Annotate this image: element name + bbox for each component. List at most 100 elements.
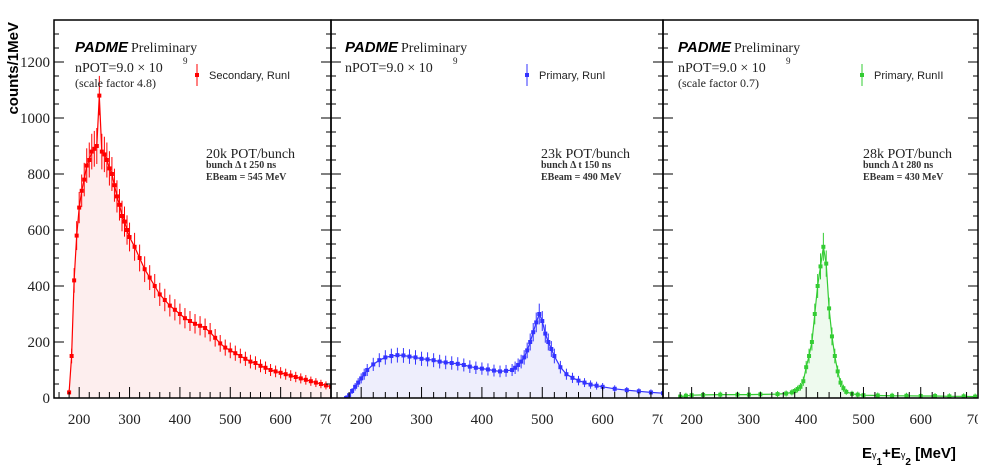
data-point <box>283 372 288 377</box>
data-point <box>558 365 563 370</box>
npot-label: nPOT=9.0 × 10 <box>345 61 433 76</box>
x-tick-label: 500 <box>531 412 554 428</box>
preliminary-label: Preliminary <box>734 41 800 56</box>
data-point <box>636 389 641 394</box>
data-point <box>594 383 599 388</box>
data-point <box>546 340 551 344</box>
data-point <box>293 375 298 379</box>
pot-per-bunch-label: 23k POT/bunch <box>541 147 630 162</box>
data-point <box>218 341 223 346</box>
data-point <box>491 368 496 373</box>
x-tick-label: 400 <box>471 412 494 428</box>
data-point <box>107 166 112 171</box>
data-point <box>77 205 82 210</box>
panel-frame <box>330 19 664 399</box>
data-point <box>525 348 530 353</box>
data-point <box>298 376 303 381</box>
data-point <box>147 275 152 280</box>
data-point <box>485 367 490 372</box>
data-point <box>718 392 723 397</box>
data-point <box>350 389 355 393</box>
data-point <box>323 383 328 388</box>
x-label-gamma2: γ <box>901 450 906 460</box>
legend-label: Secondary, RunI <box>209 70 290 82</box>
data-point <box>356 380 361 385</box>
data-point <box>198 323 203 328</box>
data-point <box>152 284 157 288</box>
data-point <box>824 261 829 266</box>
scale-factor-label: (scale factor 4.8) <box>75 76 156 90</box>
data-point <box>537 312 542 316</box>
legend-marker <box>525 73 529 77</box>
data-point <box>383 355 388 360</box>
data-point <box>213 335 218 340</box>
x-label-e1: E <box>862 445 872 462</box>
data-point <box>821 244 826 249</box>
x-tick-label: 600 <box>269 412 292 428</box>
pot-per-bunch-label: 20k POT/bunch <box>206 147 295 162</box>
data-point <box>72 278 77 283</box>
data-point <box>104 158 109 162</box>
data-point <box>624 388 629 393</box>
data-point <box>117 202 122 207</box>
y-tick-label: 400 <box>28 279 51 295</box>
panel-frame <box>662 19 979 399</box>
bunch-length-label: bunch Δ t 280 ns <box>863 160 933 171</box>
data-point <box>498 369 503 374</box>
data-point <box>69 354 74 358</box>
data-point <box>137 256 142 260</box>
data-point <box>94 144 99 148</box>
x-tick-label: 700 <box>652 412 675 428</box>
data-point <box>278 370 283 375</box>
data-point <box>570 375 575 380</box>
x-tick-labels: 200 300 400 500 600 700 <box>680 412 978 428</box>
panel-primary-runII: 200 300 400 500 600 700 PADME Preliminary nPOT=9… <box>662 19 979 428</box>
data-point <box>359 376 364 381</box>
data-point <box>818 264 823 269</box>
data-point <box>119 214 124 218</box>
data-point <box>308 379 313 384</box>
preliminary-label: Preliminary <box>131 41 197 56</box>
data-point <box>157 292 162 297</box>
panel-primary-runI: 200 300 400 500 600 700 PADME Preliminary nPOT=9… <box>330 19 675 428</box>
data-point <box>329 384 331 389</box>
data-point <box>973 394 978 398</box>
data-point <box>142 267 147 272</box>
data-point <box>238 354 243 358</box>
data-point <box>407 354 412 359</box>
data-point <box>832 354 837 358</box>
data-point <box>815 284 820 288</box>
data-point <box>479 366 484 371</box>
npot-exponent: 9 <box>786 56 791 66</box>
data-point <box>162 298 167 302</box>
legend-marker <box>860 73 864 77</box>
x-tick-label: 400 <box>795 412 818 428</box>
data-point <box>516 362 521 367</box>
bunch-length-label: bunch Δ t 150 ns <box>541 160 611 171</box>
data-point <box>838 380 843 385</box>
y-axis-label: counts/1MeV <box>5 22 22 115</box>
data-point <box>74 233 79 238</box>
data-point <box>947 394 952 398</box>
plot-area <box>67 75 331 398</box>
data-point <box>182 316 187 321</box>
npot-label: nPOT=9.0 × 10 <box>678 61 766 76</box>
data-point <box>97 93 102 98</box>
data-point <box>437 359 442 364</box>
data-point <box>576 378 581 383</box>
data-point <box>801 379 806 384</box>
data-point <box>455 361 460 366</box>
data-point <box>425 357 430 362</box>
x-tick-label: 500 <box>219 412 242 428</box>
data-point <box>303 377 308 382</box>
x-label-gamma1: γ <box>872 450 877 460</box>
data-point <box>273 369 278 374</box>
data-point <box>127 235 132 239</box>
data-point <box>588 382 593 387</box>
x-label-sub1: 1 <box>877 457 883 468</box>
data-point <box>792 389 797 393</box>
scale-factor-label: (scale factor 0.7) <box>678 76 759 90</box>
beam-energy-label: EBeam = 545 MeV <box>206 172 287 183</box>
x-label-unit: [MeV] <box>911 445 956 462</box>
